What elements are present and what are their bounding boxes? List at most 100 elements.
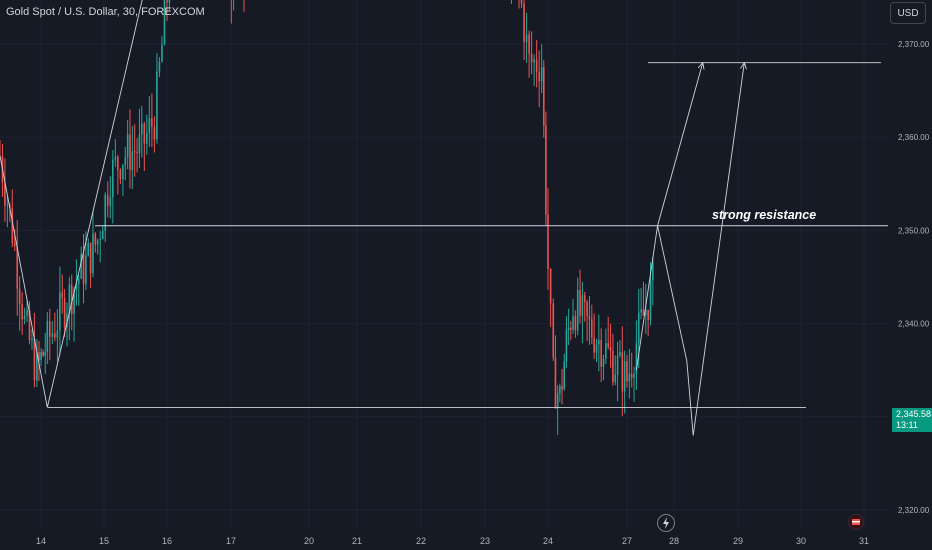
candle-body — [158, 61, 161, 72]
candle-body — [4, 182, 6, 206]
lightning-event-icon[interactable] — [657, 514, 675, 532]
price-tick-label: 2,370.00 — [898, 40, 930, 49]
candle-body — [146, 132, 148, 144]
candle-body — [545, 125, 547, 215]
candle-body — [21, 303, 23, 320]
candle-body — [520, 0, 523, 4]
bar-countdown: 13:11 — [896, 420, 918, 430]
candle-body — [600, 339, 602, 367]
candle-body — [85, 255, 87, 284]
candle-body — [595, 344, 598, 353]
economic-event-icon[interactable] — [848, 514, 864, 530]
candle-body — [126, 134, 129, 158]
candle-body — [630, 373, 633, 378]
candle-body — [112, 159, 114, 198]
price-tick-label: 2,360.00 — [898, 133, 930, 142]
candle-body — [73, 289, 75, 314]
candle-body — [559, 386, 561, 394]
candle-body — [528, 34, 530, 54]
candle-body — [18, 288, 21, 304]
candle-body — [131, 151, 134, 171]
candle-body — [588, 316, 591, 320]
candle-body — [101, 230, 104, 240]
candle-body — [168, 0, 171, 3]
candle-body — [572, 316, 574, 330]
candle-body — [151, 118, 153, 127]
candle-body — [530, 53, 533, 63]
candle-body — [44, 351, 47, 356]
candle-body — [49, 321, 51, 337]
candle-body — [106, 194, 109, 206]
candle-body — [92, 233, 94, 274]
candle-body — [552, 303, 555, 358]
time-tick-label: 15 — [99, 536, 109, 546]
candle-body — [129, 134, 131, 171]
candle-body — [549, 269, 552, 304]
time-tick-label: 22 — [416, 536, 426, 546]
candle-body — [122, 164, 124, 180]
candle-body — [619, 352, 621, 356]
candle-body — [89, 242, 92, 274]
time-tick-label: 24 — [543, 536, 553, 546]
candle-body — [36, 352, 38, 381]
candle-body — [54, 333, 56, 338]
candle-body — [70, 284, 73, 314]
candle-body — [161, 44, 163, 62]
candle-body — [523, 3, 525, 43]
candle-body — [576, 289, 579, 331]
candle-body — [51, 333, 54, 337]
candle-body — [637, 312, 640, 344]
candle-body — [574, 316, 577, 331]
candle-body — [547, 214, 549, 270]
candle-body — [590, 319, 593, 338]
candle-body — [141, 123, 143, 135]
candle-body — [109, 197, 112, 206]
candle-body — [148, 118, 151, 133]
projection-path-dip — [657, 62, 745, 436]
candle-body — [535, 59, 538, 73]
time-tick-label: 20 — [304, 536, 314, 546]
candle-body — [156, 71, 158, 140]
candle-body — [31, 338, 33, 341]
candle-body — [56, 330, 59, 338]
candle-body — [602, 358, 605, 367]
candle-body — [16, 246, 19, 289]
candle-body — [583, 295, 586, 302]
candle-body — [75, 283, 78, 290]
candle-body — [138, 134, 141, 153]
candle-body — [554, 357, 557, 409]
candle-body — [136, 151, 138, 153]
strong-resistance-label: strong resistance — [712, 208, 817, 222]
candle-body — [621, 352, 624, 392]
candle-body — [645, 309, 647, 316]
candle-body — [114, 156, 117, 160]
candle-body — [26, 310, 28, 316]
candle-body — [640, 309, 642, 313]
last-price-value: 2,345.58 — [896, 409, 932, 419]
candle-body — [570, 327, 572, 330]
candle-body — [607, 343, 610, 347]
candle-body — [6, 204, 9, 206]
time-axis[interactable]: 14 15 16 17 20 21 22 23 24 27 28 29 30 31 — [36, 536, 869, 546]
candle-body — [61, 292, 64, 299]
candle-body — [63, 298, 66, 328]
time-tick-label: 27 — [622, 536, 632, 546]
candle-body — [647, 309, 649, 321]
currency-button[interactable]: USD — [890, 2, 926, 24]
candle-body — [42, 351, 44, 356]
time-tick-label: 16 — [162, 536, 172, 546]
candle-body — [124, 157, 127, 165]
candle-body — [38, 352, 40, 360]
drawings — [0, 0, 888, 436]
candle-body — [598, 339, 600, 345]
candle-body — [612, 350, 614, 383]
candle-body — [614, 374, 617, 383]
candle-body — [579, 289, 581, 316]
candle-body — [593, 337, 595, 353]
candle-body — [616, 355, 619, 375]
time-tick-label: 28 — [669, 536, 679, 546]
candle-body — [87, 242, 90, 256]
